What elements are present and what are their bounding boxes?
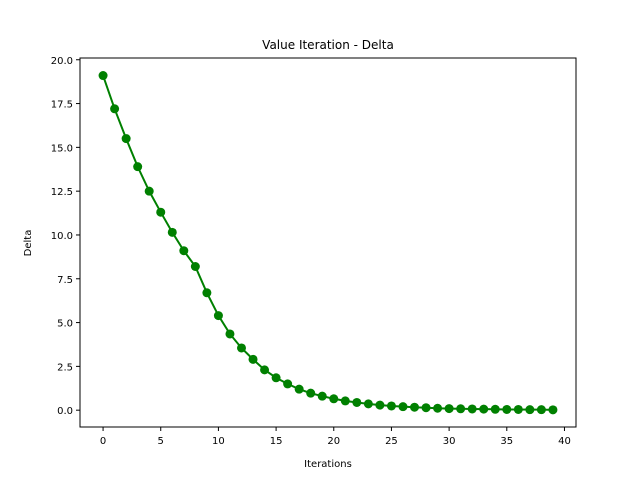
data-point xyxy=(525,405,535,415)
data-point xyxy=(410,402,420,412)
data-point xyxy=(352,397,362,407)
data-point xyxy=(456,404,466,414)
series-line xyxy=(102,75,553,411)
data-point xyxy=(386,401,396,411)
data-point xyxy=(513,404,523,414)
data-point xyxy=(167,227,177,237)
data-point xyxy=(121,134,131,144)
data-point xyxy=(202,288,212,298)
data-point xyxy=(260,365,270,375)
data-point xyxy=(98,71,108,81)
x-tick-label: 40 xyxy=(558,436,571,447)
y-axis-label: Delta xyxy=(23,230,34,257)
x-tick-label: 10 xyxy=(212,436,225,447)
data-point xyxy=(190,262,200,272)
x-tick-label: 25 xyxy=(385,436,398,447)
plot-frame xyxy=(79,57,577,428)
y-tick-label: 2.5 xyxy=(57,362,73,373)
x-tick-label: 35 xyxy=(500,436,513,447)
data-point xyxy=(363,399,373,409)
data-point xyxy=(225,329,235,339)
x-tick-label: 5 xyxy=(158,436,164,447)
data-point xyxy=(283,379,293,389)
data-point xyxy=(502,404,512,414)
data-point xyxy=(294,384,304,394)
x-tick-label: 20 xyxy=(327,436,340,447)
data-point xyxy=(421,403,431,413)
data-point xyxy=(306,388,316,398)
chart-title: Value Iteration - Delta xyxy=(262,38,394,52)
y-tick-label: 5.0 xyxy=(57,319,73,330)
data-point xyxy=(490,404,500,414)
data-point xyxy=(144,186,154,196)
data-point xyxy=(467,404,477,414)
y-tick-label: 10.0 xyxy=(51,231,73,242)
y-tick-label: 15.0 xyxy=(51,143,73,154)
data-point xyxy=(317,391,327,401)
x-tick-label: 15 xyxy=(270,436,283,447)
data-point xyxy=(271,373,281,383)
data-point xyxy=(375,400,385,410)
y-tick-label: 7.5 xyxy=(57,275,73,286)
data-point xyxy=(179,246,189,256)
data-point xyxy=(110,104,120,114)
y-tick-label: 0.0 xyxy=(57,406,73,417)
x-axis-label: Iterations xyxy=(304,459,352,470)
data-point xyxy=(236,343,246,353)
data-point xyxy=(433,403,443,413)
data-point xyxy=(340,396,350,406)
plot-area: 0 5 10 15 20 25 30 35 40 0.0 2.5 5.0 7.5 10.0 12.5 15.0… xyxy=(51,56,577,447)
x-tick-label: 0 xyxy=(100,436,106,447)
data-point xyxy=(213,311,223,321)
data-point xyxy=(536,405,546,415)
data-point xyxy=(133,162,143,172)
data-point xyxy=(329,394,339,404)
x-tick-label: 30 xyxy=(443,436,456,447)
data-point xyxy=(248,354,258,364)
data-point xyxy=(156,207,166,217)
y-tick-label: 12.5 xyxy=(51,187,73,198)
y-tick-label: 20.0 xyxy=(51,56,73,67)
y-tick-label: 17.5 xyxy=(51,100,73,111)
data-point xyxy=(444,404,454,414)
data-point xyxy=(548,405,558,415)
data-point xyxy=(479,404,489,414)
data-point xyxy=(398,402,408,412)
